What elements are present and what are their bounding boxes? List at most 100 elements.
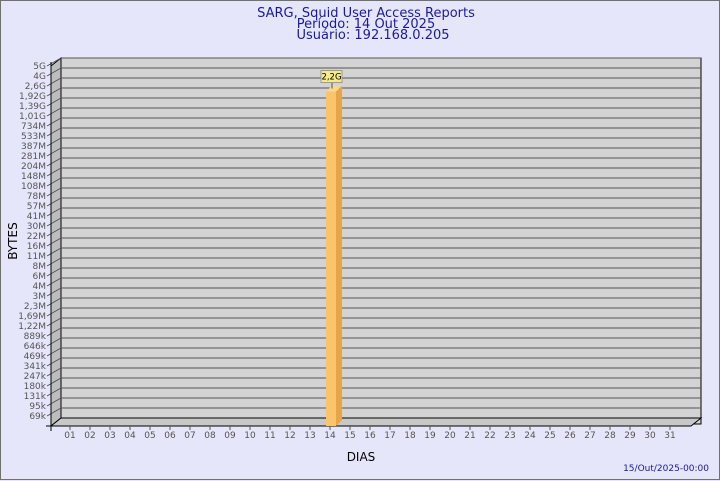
y-tick-mark [46, 377, 62, 387]
y-tick-label: 148M [21, 172, 46, 182]
y-tick-mark [46, 347, 62, 357]
y-tick-label: 2,6G [25, 82, 46, 92]
x-tick-label: 27 [584, 431, 595, 441]
data-label-box [320, 70, 343, 84]
bar-side-day-14 [336, 85, 342, 426]
x-tick-label: 08 [204, 431, 216, 441]
y-tick-mark [46, 317, 62, 327]
y-tick-label: 8M [33, 262, 47, 272]
y-tick-label: 22M [27, 232, 46, 242]
x-tick-label: 07 [184, 431, 195, 441]
chart-title: SARG, Squid User Access Reports [257, 6, 475, 21]
x-tick-label: 29 [624, 431, 636, 441]
y-tick-mark [46, 197, 62, 207]
y-tick-mark [46, 67, 62, 77]
y-tick-mark [46, 387, 62, 397]
data-label: 2,2G [321, 73, 341, 83]
y-tick-label: 889k [24, 332, 47, 342]
y-tick-mark [46, 57, 62, 67]
y-tick-mark [46, 357, 62, 367]
x-tick-label: 17 [384, 431, 395, 441]
y-tick-label: 4G [33, 72, 46, 82]
y-tick-mark [46, 187, 62, 197]
y-tick-label: 78M [27, 192, 46, 202]
plot-area: 5G4G2,6G1,92G1,39G1,01G734M533M387M281M2… [18, 56, 703, 441]
y-tick-mark [46, 337, 62, 347]
y-tick-mark [46, 217, 62, 227]
x-tick-label: 06 [164, 431, 176, 441]
y-tick-label: 4M [33, 282, 47, 292]
y-tick-label: 341k [24, 362, 47, 372]
y-axis-label: BYTES [6, 222, 20, 259]
y-tick-label: 1,39G [19, 102, 46, 112]
bar-top-day-14 [326, 85, 342, 92]
y-tick-mark [46, 367, 62, 377]
y-tick-mark [46, 407, 62, 417]
y-tick-label: 247k [24, 372, 47, 382]
y-tick-mark [46, 137, 62, 147]
y-tick-mark [46, 227, 62, 237]
y-tick-label: 41M [27, 212, 46, 222]
y-tick-label: 734M [21, 122, 46, 132]
y-tick-label: 469k [24, 352, 47, 362]
x-tick-label: 02 [84, 431, 95, 441]
x-tick-label: 10 [244, 431, 256, 441]
y-tick-label: 2,3M [24, 302, 46, 312]
y-tick-label: 5G [33, 62, 46, 72]
y-tick-label: 95k [29, 402, 46, 412]
y-tick-label: 6M [33, 272, 47, 282]
y-tick-mark [46, 257, 62, 267]
y-tick-mark [46, 127, 62, 137]
bar-day-14 [326, 91, 336, 426]
x-tick-label: 28 [604, 431, 616, 441]
x-tick-label: 19 [424, 431, 436, 441]
y-tick-mark [46, 167, 62, 177]
y-tick-mark [46, 117, 62, 127]
x-tick-label: 01 [64, 431, 75, 441]
y-tick-label: 108M [21, 182, 46, 192]
y-tick-label: 204M [21, 162, 46, 172]
y-tick-label: 16M [27, 242, 46, 252]
chart-subtitle-period: Período: 14 Out 2025 [297, 17, 435, 32]
y-tick-mark [46, 107, 62, 117]
y-tick-mark [46, 267, 62, 277]
x-tick-label: 21 [464, 431, 475, 441]
y-tick-label: 1,22M [18, 322, 46, 332]
x-tick-label: 20 [444, 431, 456, 441]
x-tick-label: 05 [144, 431, 155, 441]
y-tick-mark [46, 77, 62, 87]
x-tick-label: 03 [104, 431, 115, 441]
y-tick-mark [46, 397, 62, 407]
chart-subtitle-user: Usuário: 192.168.0.205 [296, 28, 449, 43]
x-tick-label: 09 [224, 431, 236, 441]
x-tick-label: 31 [664, 431, 675, 441]
y-tick-label: 646k [24, 342, 47, 352]
y-tick-mark [46, 177, 62, 187]
y-tick-label: 1,92G [19, 92, 46, 102]
y-tick-mark [46, 237, 62, 247]
x-tick-label: 14 [324, 431, 336, 441]
x-tick-label: 12 [284, 431, 295, 441]
y-tick-label: 281M [21, 152, 46, 162]
y-tick-mark [46, 207, 62, 217]
y-tick-label: 180k [24, 382, 47, 392]
y-tick-label: 30M [27, 222, 46, 232]
y-tick-mark [46, 277, 62, 287]
y-tick-label: 533M [21, 132, 46, 142]
y-tick-label: 1,01G [19, 112, 46, 122]
plot-back-wall [60, 57, 702, 425]
y-tick-label: 387M [21, 142, 46, 152]
y-tick-mark [46, 97, 62, 107]
y-tick-mark [46, 247, 62, 257]
x-tick-label: 22 [484, 431, 495, 441]
y-tick-mark [46, 87, 62, 97]
y-tick-label: 131k [24, 392, 47, 402]
x-tick-label: 26 [564, 431, 576, 441]
x-tick-label: 18 [404, 431, 416, 441]
y-tick-mark [46, 147, 62, 157]
x-tick-label: 23 [504, 431, 515, 441]
x-axis-label: DIAS [347, 450, 376, 464]
y-tick-mark [46, 287, 62, 297]
